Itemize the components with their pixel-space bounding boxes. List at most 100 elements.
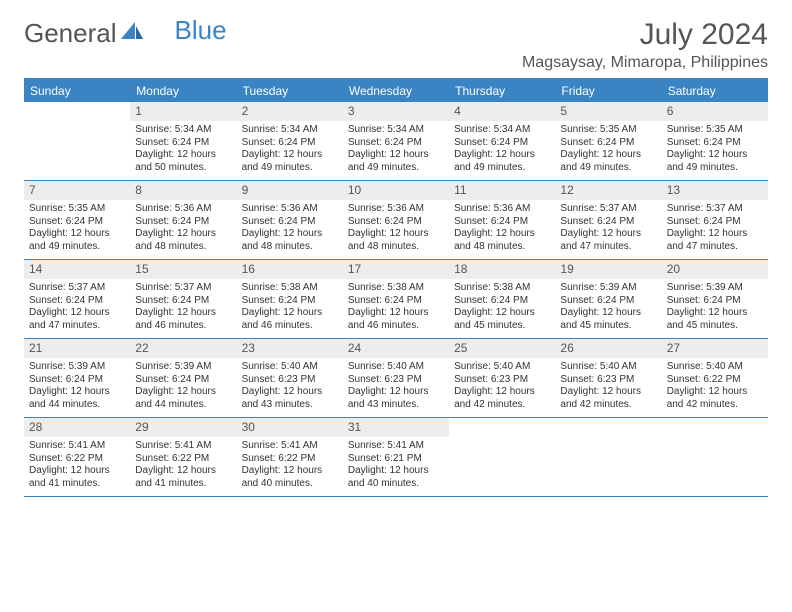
- day-number: 17: [343, 260, 449, 279]
- daylight-text: Daylight: 12 hours and 44 minutes.: [29, 386, 125, 411]
- daylight-text: Daylight: 12 hours and 46 minutes.: [242, 307, 338, 332]
- day-cell: 25Sunrise: 5:40 AMSunset: 6:23 PMDayligh…: [449, 339, 555, 417]
- sunrise-text: Sunrise: 5:34 AM: [135, 124, 231, 137]
- sunrise-text: Sunrise: 5:40 AM: [242, 361, 338, 374]
- sunrise-text: Sunrise: 5:34 AM: [454, 124, 550, 137]
- day-cell: 5Sunrise: 5:35 AMSunset: 6:24 PMDaylight…: [555, 102, 661, 180]
- sunset-text: Sunset: 6:23 PM: [560, 374, 656, 387]
- daylight-text: Daylight: 12 hours and 48 minutes.: [454, 228, 550, 253]
- day-cell: 31Sunrise: 5:41 AMSunset: 6:21 PMDayligh…: [343, 418, 449, 496]
- daylight-text: Daylight: 12 hours and 40 minutes.: [348, 465, 444, 490]
- daylight-text: Daylight: 12 hours and 46 minutes.: [348, 307, 444, 332]
- logo: General Blue: [24, 18, 227, 49]
- daylight-text: Daylight: 12 hours and 49 minutes.: [29, 228, 125, 253]
- day-body: Sunrise: 5:34 AMSunset: 6:24 PMDaylight:…: [237, 121, 343, 180]
- sunrise-text: Sunrise: 5:34 AM: [348, 124, 444, 137]
- daylight-text: Daylight: 12 hours and 42 minutes.: [454, 386, 550, 411]
- sunrise-text: Sunrise: 5:35 AM: [667, 124, 763, 137]
- day-number: [555, 418, 661, 422]
- daylight-text: Daylight: 12 hours and 45 minutes.: [560, 307, 656, 332]
- dow-monday: Monday: [130, 80, 236, 102]
- dow-tuesday: Tuesday: [237, 80, 343, 102]
- day-body: Sunrise: 5:40 AMSunset: 6:23 PMDaylight:…: [555, 358, 661, 417]
- sunrise-text: Sunrise: 5:37 AM: [667, 203, 763, 216]
- daylight-text: Daylight: 12 hours and 48 minutes.: [242, 228, 338, 253]
- sunset-text: Sunset: 6:24 PM: [135, 295, 231, 308]
- day-body: Sunrise: 5:37 AMSunset: 6:24 PMDaylight:…: [130, 279, 236, 338]
- day-body: Sunrise: 5:34 AMSunset: 6:24 PMDaylight:…: [130, 121, 236, 180]
- day-body: Sunrise: 5:35 AMSunset: 6:24 PMDaylight:…: [662, 121, 768, 180]
- sunset-text: Sunset: 6:24 PM: [29, 295, 125, 308]
- dow-sunday: Sunday: [24, 80, 130, 102]
- day-body: Sunrise: 5:41 AMSunset: 6:22 PMDaylight:…: [237, 437, 343, 496]
- day-cell: 14Sunrise: 5:37 AMSunset: 6:24 PMDayligh…: [24, 260, 130, 338]
- sunset-text: Sunset: 6:24 PM: [242, 137, 338, 150]
- daylight-text: Daylight: 12 hours and 42 minutes.: [560, 386, 656, 411]
- day-body: Sunrise: 5:39 AMSunset: 6:24 PMDaylight:…: [24, 358, 130, 417]
- day-number: 22: [130, 339, 236, 358]
- day-number: 19: [555, 260, 661, 279]
- day-cell: 2Sunrise: 5:34 AMSunset: 6:24 PMDaylight…: [237, 102, 343, 180]
- sunrise-text: Sunrise: 5:36 AM: [135, 203, 231, 216]
- day-number: 20: [662, 260, 768, 279]
- sunset-text: Sunset: 6:24 PM: [454, 295, 550, 308]
- sunset-text: Sunset: 6:24 PM: [348, 295, 444, 308]
- daylight-text: Daylight: 12 hours and 48 minutes.: [135, 228, 231, 253]
- sunrise-text: Sunrise: 5:41 AM: [135, 440, 231, 453]
- daylight-text: Daylight: 12 hours and 43 minutes.: [242, 386, 338, 411]
- day-body: Sunrise: 5:40 AMSunset: 6:22 PMDaylight:…: [662, 358, 768, 417]
- day-body: Sunrise: 5:36 AMSunset: 6:24 PMDaylight:…: [343, 200, 449, 259]
- day-number: 2: [237, 102, 343, 121]
- day-number: 1: [130, 102, 236, 121]
- day-body: Sunrise: 5:36 AMSunset: 6:24 PMDaylight:…: [449, 200, 555, 259]
- sunrise-text: Sunrise: 5:38 AM: [454, 282, 550, 295]
- logo-text-blue: Blue: [175, 15, 227, 46]
- day-number: 15: [130, 260, 236, 279]
- day-cell: [449, 418, 555, 496]
- sunset-text: Sunset: 6:22 PM: [29, 453, 125, 466]
- week-row: 1Sunrise: 5:34 AMSunset: 6:24 PMDaylight…: [24, 102, 768, 181]
- day-number: 8: [130, 181, 236, 200]
- day-cell: 4Sunrise: 5:34 AMSunset: 6:24 PMDaylight…: [449, 102, 555, 180]
- sunrise-text: Sunrise: 5:40 AM: [348, 361, 444, 374]
- daylight-text: Daylight: 12 hours and 50 minutes.: [135, 149, 231, 174]
- day-number: 10: [343, 181, 449, 200]
- sunset-text: Sunset: 6:24 PM: [560, 216, 656, 229]
- day-cell: 16Sunrise: 5:38 AMSunset: 6:24 PMDayligh…: [237, 260, 343, 338]
- sunset-text: Sunset: 6:24 PM: [348, 216, 444, 229]
- sunrise-text: Sunrise: 5:39 AM: [667, 282, 763, 295]
- daylight-text: Daylight: 12 hours and 45 minutes.: [667, 307, 763, 332]
- sail-icon: [121, 18, 143, 49]
- day-cell: 18Sunrise: 5:38 AMSunset: 6:24 PMDayligh…: [449, 260, 555, 338]
- dow-saturday: Saturday: [662, 80, 768, 102]
- location-text: Magsaysay, Mimaropa, Philippines: [522, 54, 768, 72]
- day-number: 21: [24, 339, 130, 358]
- day-number: [662, 418, 768, 422]
- day-body: Sunrise: 5:39 AMSunset: 6:24 PMDaylight:…: [555, 279, 661, 338]
- day-cell: 17Sunrise: 5:38 AMSunset: 6:24 PMDayligh…: [343, 260, 449, 338]
- daylight-text: Daylight: 12 hours and 49 minutes.: [454, 149, 550, 174]
- day-body: Sunrise: 5:34 AMSunset: 6:24 PMDaylight:…: [449, 121, 555, 180]
- sunrise-text: Sunrise: 5:37 AM: [560, 203, 656, 216]
- sunset-text: Sunset: 6:24 PM: [667, 216, 763, 229]
- sunrise-text: Sunrise: 5:38 AM: [242, 282, 338, 295]
- header: General Blue July 2024 Magsaysay, Mimaro…: [24, 18, 768, 72]
- day-body: Sunrise: 5:36 AMSunset: 6:24 PMDaylight:…: [237, 200, 343, 259]
- day-cell: 12Sunrise: 5:37 AMSunset: 6:24 PMDayligh…: [555, 181, 661, 259]
- day-number: 4: [449, 102, 555, 121]
- sunset-text: Sunset: 6:24 PM: [242, 216, 338, 229]
- day-body: Sunrise: 5:40 AMSunset: 6:23 PMDaylight:…: [449, 358, 555, 417]
- day-body: Sunrise: 5:37 AMSunset: 6:24 PMDaylight:…: [662, 200, 768, 259]
- sunrise-text: Sunrise: 5:36 AM: [348, 203, 444, 216]
- day-body: Sunrise: 5:38 AMSunset: 6:24 PMDaylight:…: [449, 279, 555, 338]
- day-number: 6: [662, 102, 768, 121]
- day-body: Sunrise: 5:37 AMSunset: 6:24 PMDaylight:…: [555, 200, 661, 259]
- sunset-text: Sunset: 6:24 PM: [135, 216, 231, 229]
- calendar: Sunday Monday Tuesday Wednesday Thursday…: [24, 78, 768, 497]
- daylight-text: Daylight: 12 hours and 43 minutes.: [348, 386, 444, 411]
- day-body: Sunrise: 5:35 AMSunset: 6:24 PMDaylight:…: [24, 200, 130, 259]
- day-cell: 28Sunrise: 5:41 AMSunset: 6:22 PMDayligh…: [24, 418, 130, 496]
- day-number: 29: [130, 418, 236, 437]
- day-cell: 22Sunrise: 5:39 AMSunset: 6:24 PMDayligh…: [130, 339, 236, 417]
- dow-thursday: Thursday: [449, 80, 555, 102]
